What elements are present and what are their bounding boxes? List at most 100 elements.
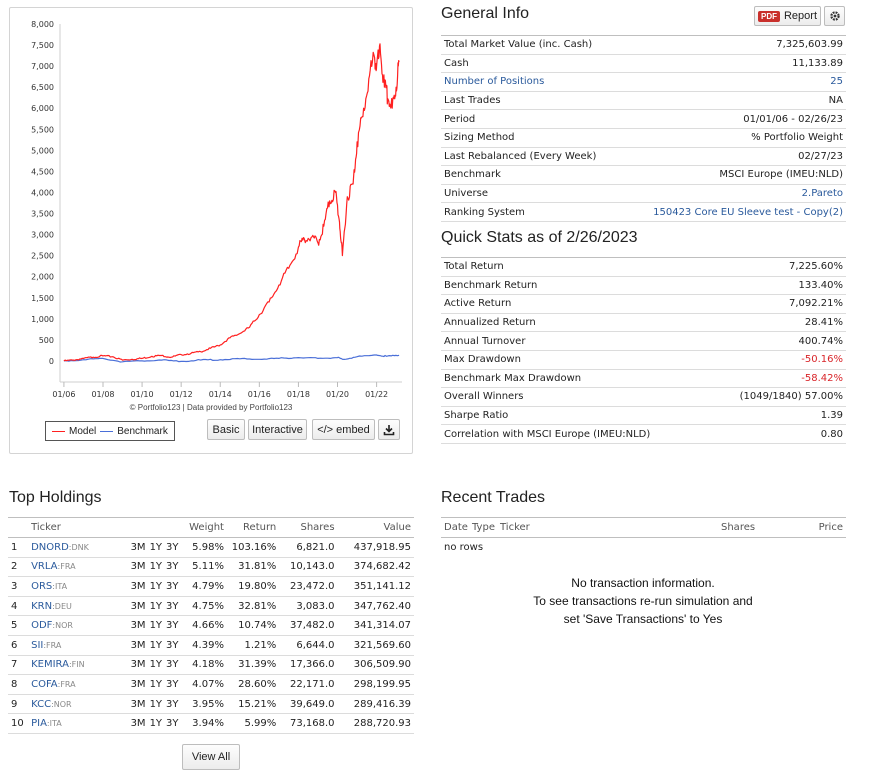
return-header[interactable]: Return (226, 517, 280, 538)
period-link[interactable]: 3M (130, 580, 146, 592)
general-info-label: Sizing Method (441, 128, 623, 148)
holding-exchange: :FRA (57, 679, 76, 689)
general-info-label[interactable]: Number of Positions (441, 72, 623, 92)
holding-ticker-link[interactable]: COFA (31, 678, 58, 690)
value-header[interactable]: Value (337, 517, 414, 538)
holding-shares: 37,482.0 (279, 615, 338, 636)
period-link[interactable]: 3Y (166, 580, 179, 592)
model-series-line[interactable] (63, 43, 400, 362)
general-info-value[interactable]: 2.Pareto (622, 184, 846, 204)
date-header[interactable]: Date (444, 522, 468, 533)
period-link[interactable]: 3M (130, 620, 146, 632)
quick-stats-value: (1049/1840) 57.00% (708, 387, 846, 407)
holding-ticker-link[interactable]: ODF (31, 620, 53, 632)
y-tick-label: 3,500 (31, 210, 54, 219)
period-link[interactable]: 3M (130, 639, 146, 651)
holding-ticker-link[interactable]: SII (31, 639, 44, 651)
legend-benchmark-label[interactable]: Benchmark (117, 425, 168, 437)
quick-stats-value: 7,225.60% (708, 257, 846, 277)
weight-header[interactable]: Weight (185, 517, 227, 538)
x-tick-label: 01/08 (91, 390, 114, 399)
holding-weight: 4.79% (185, 576, 227, 597)
trade-shares-header[interactable]: Shares (721, 522, 756, 533)
holding-ticker-link[interactable]: PIA (31, 718, 47, 730)
period-link[interactable]: 1Y (149, 639, 163, 651)
holding-ticker-link[interactable]: DNORD (31, 541, 69, 553)
period-link[interactable]: 1Y (149, 580, 163, 592)
holding-rank: 8 (8, 674, 29, 695)
period-link[interactable]: 1Y (149, 678, 163, 690)
period-link[interactable]: 3M (130, 678, 146, 690)
holding-ticker: ORS:ITA (28, 576, 117, 597)
no-transactions-line: No transaction information. (571, 576, 715, 590)
pdf-report-button[interactable]: PDF Report (754, 6, 821, 26)
holding-ticker-link[interactable]: KRN (31, 600, 53, 612)
ticker-header[interactable]: Ticker (28, 517, 117, 538)
holding-period-links: 3M 1Y 3Y (116, 576, 186, 597)
view-all-button[interactable]: View All (182, 744, 240, 770)
holding-ticker-link[interactable]: ORS (31, 580, 53, 592)
period-link[interactable]: 3Y (166, 698, 179, 710)
holding-exchange: :ITA (52, 581, 68, 591)
holding-ticker-link[interactable]: VRLA (31, 561, 58, 573)
period-link[interactable]: 3Y (166, 639, 179, 651)
top-holdings-table: Ticker Weight Return Shares Value 1 DNORD… (8, 517, 414, 734)
period-link[interactable]: 3M (130, 600, 146, 612)
y-tick-label: 6,500 (31, 83, 54, 92)
settings-button[interactable] (824, 6, 845, 26)
type-header[interactable]: Type (472, 522, 495, 533)
period-link[interactable]: 3M (130, 718, 146, 730)
period-link[interactable]: 1Y (149, 659, 163, 671)
general-info-value[interactable]: 25 (622, 72, 846, 92)
holding-weight: 3.95% (185, 694, 227, 715)
period-link[interactable]: 3M (130, 698, 146, 710)
period-link[interactable]: 3M (130, 561, 146, 573)
period-link[interactable]: 1Y (149, 561, 163, 573)
shares-header[interactable]: Shares (279, 517, 338, 538)
quick-stats-value: 0.80 (708, 424, 846, 444)
holding-ticker-link[interactable]: KEMIRA (31, 659, 69, 671)
general-info-label: Benchmark (441, 165, 623, 185)
holding-value: 298,199.95 (337, 674, 414, 695)
basic-chart-button[interactable]: Basic (207, 419, 245, 440)
y-tick-label: 1,500 (31, 294, 54, 303)
period-link[interactable]: 3Y (166, 678, 179, 690)
period-link[interactable]: 3Y (166, 561, 179, 573)
holding-ticker-link[interactable]: KCC (31, 698, 52, 710)
holding-return: 31.81% (226, 557, 280, 578)
benchmark-series-line[interactable] (63, 354, 400, 363)
general-info-row: Period 01/01/06 - 02/26/23 (441, 109, 846, 129)
period-link[interactable]: 3Y (166, 718, 179, 730)
period-link[interactable]: 1Y (149, 718, 163, 730)
period-link[interactable]: 3Y (166, 620, 179, 632)
table-row: 9 KCC:NOR 3M 1Y 3Y 3.95% 15.21% 39,649.0 289,416… (8, 694, 414, 715)
holding-shares: 22,171.0 (279, 674, 338, 695)
price-header[interactable]: Price (818, 522, 843, 533)
quick-stats-value: 400.74% (708, 331, 846, 351)
table-row: 2 VRLA:FRA 3M 1Y 3Y 5.11% 31.81% 10,143.0 374,68… (8, 557, 414, 578)
period-link[interactable]: 1Y (149, 541, 163, 553)
general-info-label: Ranking System (441, 202, 623, 222)
period-link[interactable]: 3Y (166, 600, 179, 612)
period-link[interactable]: 1Y (149, 698, 163, 710)
embed-button[interactable]: </> embed (312, 419, 375, 440)
download-button[interactable] (378, 419, 400, 440)
trade-ticker-header[interactable]: Ticker (500, 522, 530, 533)
period-link[interactable]: 1Y (149, 600, 163, 612)
interactive-chart-button[interactable]: Interactive (248, 419, 307, 440)
recent-trades-header: Date Type Ticker Shares Price (441, 517, 846, 538)
period-link[interactable]: 3M (130, 659, 146, 671)
general-info-value[interactable]: 150423 Core EU Sleeve test - Copy(2) (622, 202, 846, 222)
general-info-row: Number of Positions 25 (441, 72, 846, 92)
holding-period-links: 3M 1Y 3Y (116, 537, 186, 558)
period-link[interactable]: 3Y (166, 659, 179, 671)
holding-exchange: :NOR (51, 699, 72, 709)
period-link[interactable]: 3Y (166, 541, 179, 553)
period-link[interactable]: 1Y (149, 620, 163, 632)
legend-model-label[interactable]: Model (69, 425, 97, 437)
general-info-row: Benchmark MSCI Europe (IMEU:NLD) (441, 165, 846, 185)
x-tick-label: 01/22 (365, 390, 388, 399)
general-info-value: MSCI Europe (IMEU:NLD) (622, 165, 846, 185)
quick-stats-row: Overall Winners (1049/1840) 57.00% (441, 387, 846, 407)
period-link[interactable]: 3M (130, 541, 146, 553)
